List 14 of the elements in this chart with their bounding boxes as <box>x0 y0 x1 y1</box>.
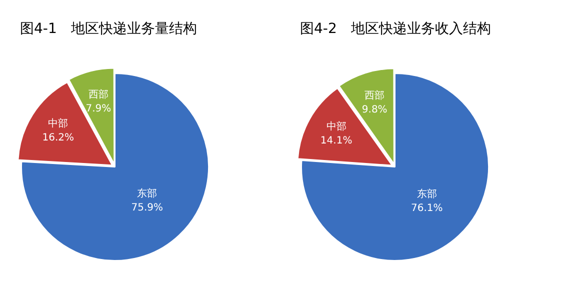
data-label: 14.1% <box>320 136 352 147</box>
slice-label: 东部 <box>137 188 158 200</box>
slice-label: 中部 <box>48 118 68 130</box>
slice-label: 东部 <box>416 188 437 200</box>
data-label: 75.9% <box>131 202 163 214</box>
data-label: 9.8% <box>362 104 388 116</box>
data-label: 76.1% <box>411 202 443 214</box>
slice-label: 西部 <box>364 89 385 102</box>
slice-label: 中部 <box>326 120 346 133</box>
data-label: 16.2% <box>42 132 74 144</box>
slice-label: 西部 <box>88 88 108 100</box>
chart-title: 图4-1 地区快递业务量结构 <box>20 20 197 38</box>
chart-title: 图4-2 地区快递业务收入结构 <box>300 20 491 38</box>
data-label: 7.9% <box>86 103 112 114</box>
